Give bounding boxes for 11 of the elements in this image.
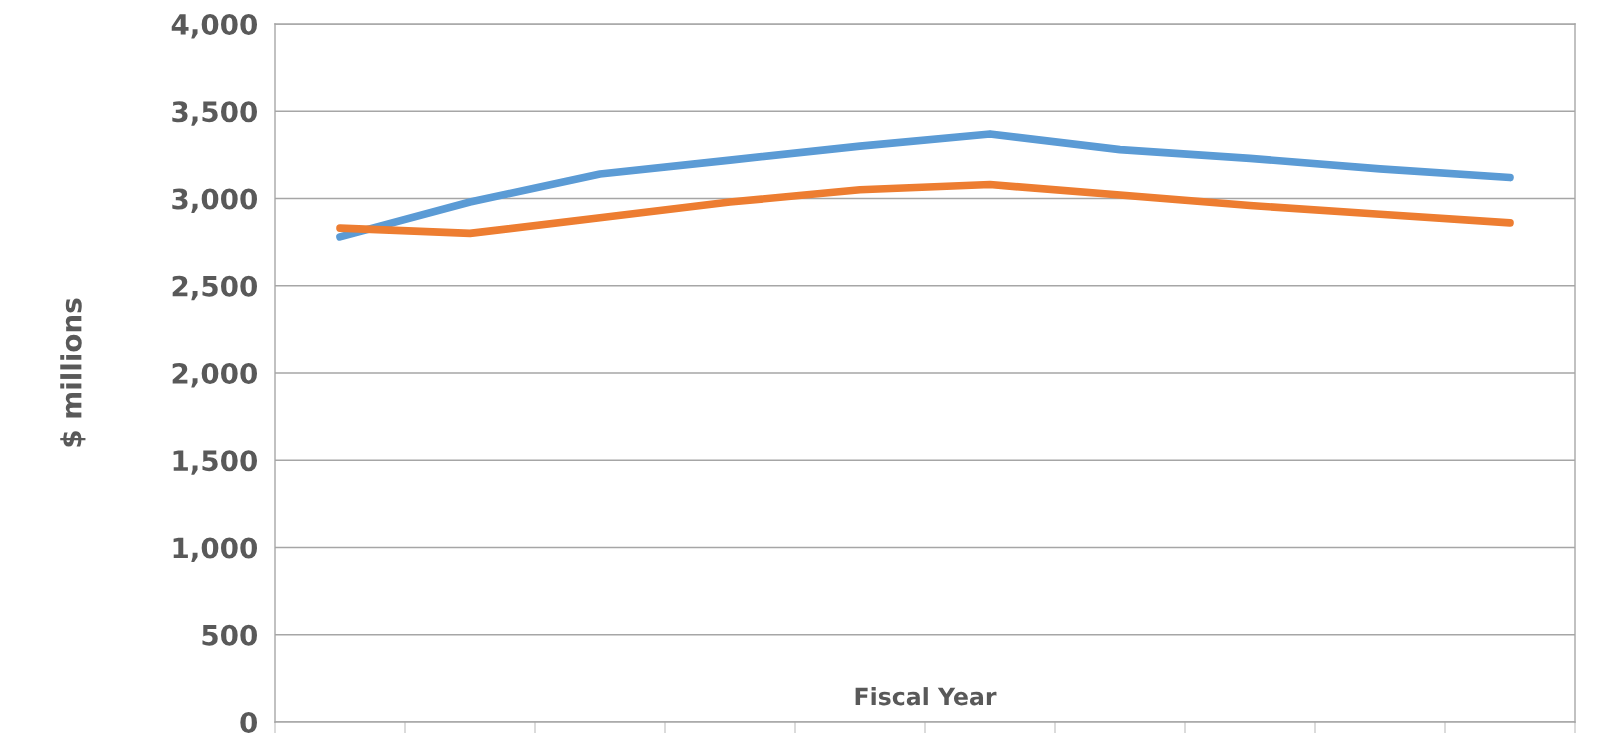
y-tick-label: 3,500 bbox=[172, 101, 258, 126]
y-tick-label: 500 bbox=[202, 624, 258, 646]
y-tick-label: 2,000 bbox=[172, 362, 258, 388]
y-tick-label: 0 bbox=[240, 711, 258, 733]
y-tick-label: 2,500 bbox=[172, 275, 258, 301]
y-tick-label: 1,500 bbox=[173, 450, 258, 475]
y-tick-label: 4,000 bbox=[171, 13, 258, 39]
x-axis-title: Fiscal Year bbox=[855, 687, 997, 706]
y-tick-label: 1,000 bbox=[173, 537, 258, 562]
y-axis-title: $ millions bbox=[60, 298, 86, 447]
y-tick-label: 3,000 bbox=[172, 188, 258, 213]
